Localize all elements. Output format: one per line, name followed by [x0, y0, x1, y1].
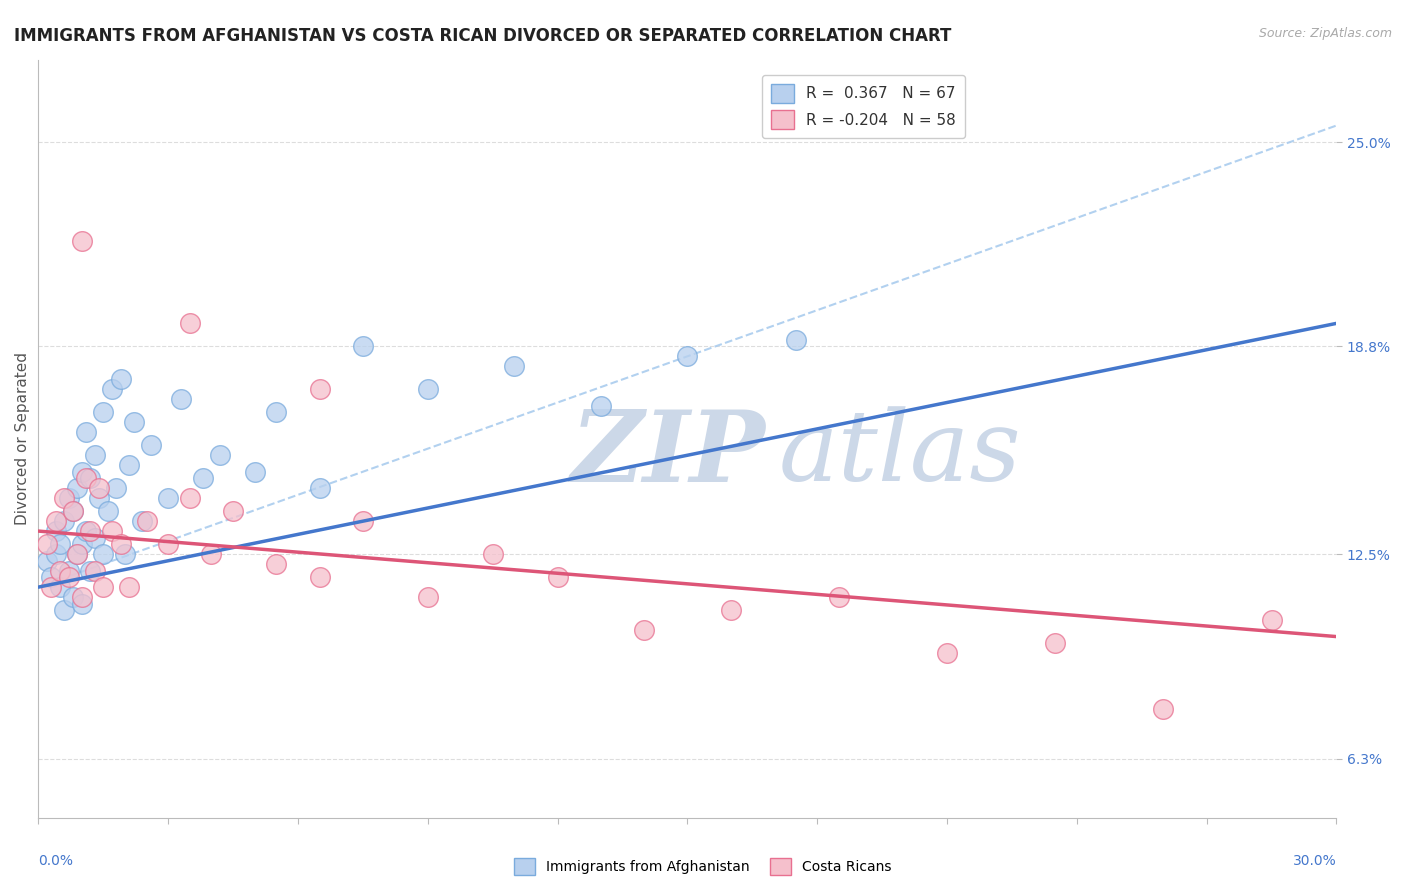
Point — [45, 514, 67, 528]
Point — [1260, 613, 1282, 627]
Point — [170, 392, 193, 407]
Text: Source: ZipAtlas.com: Source: ZipAtlas.com — [1258, 27, 1392, 40]
Point — [200, 547, 222, 561]
Point — [179, 491, 201, 505]
Point — [503, 359, 526, 374]
Point — [39, 570, 62, 584]
Point — [53, 514, 76, 528]
Point — [49, 564, 72, 578]
Point — [157, 491, 180, 505]
Point — [308, 481, 330, 495]
Point — [266, 557, 288, 571]
Point — [828, 590, 851, 604]
Point — [70, 590, 93, 604]
Point — [58, 491, 80, 505]
Point — [58, 564, 80, 578]
Point — [118, 458, 141, 472]
Point — [79, 564, 101, 578]
Point — [110, 372, 132, 386]
Point — [79, 524, 101, 538]
Text: ZIP: ZIP — [571, 406, 765, 502]
Point — [122, 415, 145, 429]
Point — [191, 471, 214, 485]
Point — [936, 646, 959, 660]
Point — [676, 349, 699, 363]
Point — [49, 580, 72, 594]
Point — [75, 471, 97, 485]
Point — [87, 481, 110, 495]
Text: IMMIGRANTS FROM AFGHANISTAN VS COSTA RICAN DIVORCED OR SEPARATED CORRELATION CHA: IMMIGRANTS FROM AFGHANISTAN VS COSTA RIC… — [14, 27, 952, 45]
Point — [70, 234, 93, 248]
Point — [66, 547, 89, 561]
Point — [66, 481, 89, 495]
Point — [481, 547, 503, 561]
Point — [58, 570, 80, 584]
Point — [87, 491, 110, 505]
Point — [114, 547, 136, 561]
Point — [35, 554, 58, 568]
Point — [308, 570, 330, 584]
Y-axis label: Divorced or Separated: Divorced or Separated — [15, 352, 30, 525]
Point — [416, 590, 439, 604]
Point — [589, 399, 612, 413]
Point — [66, 547, 89, 561]
Point — [75, 425, 97, 439]
Point — [131, 514, 153, 528]
Point — [243, 465, 266, 479]
Point — [79, 471, 101, 485]
Point — [83, 564, 105, 578]
Legend: R =  0.367   N = 67, R = -0.204   N = 58: R = 0.367 N = 67, R = -0.204 N = 58 — [762, 75, 966, 138]
Point — [1152, 702, 1174, 716]
Point — [135, 514, 157, 528]
Point — [547, 570, 569, 584]
Point — [62, 504, 84, 518]
Point — [416, 382, 439, 396]
Point — [75, 524, 97, 538]
Point — [568, 844, 591, 858]
Point — [62, 504, 84, 518]
Text: 0.0%: 0.0% — [38, 854, 73, 868]
Point — [97, 504, 120, 518]
Point — [91, 547, 114, 561]
Point — [157, 537, 180, 551]
Point — [110, 537, 132, 551]
Point — [70, 537, 93, 551]
Point — [633, 623, 655, 637]
Point — [139, 438, 162, 452]
Point — [179, 317, 201, 331]
Point — [209, 448, 232, 462]
Point — [101, 382, 124, 396]
Point — [83, 448, 105, 462]
Point — [266, 405, 288, 419]
Point — [53, 603, 76, 617]
Point — [70, 465, 93, 479]
Point — [352, 339, 374, 353]
Point — [118, 580, 141, 594]
Text: 30.0%: 30.0% — [1292, 854, 1337, 868]
Point — [1043, 636, 1066, 650]
Point — [720, 603, 742, 617]
Point — [62, 590, 84, 604]
Point — [53, 491, 76, 505]
Point — [222, 504, 245, 518]
Text: atlas: atlas — [779, 406, 1021, 501]
Point — [49, 537, 72, 551]
Point — [352, 514, 374, 528]
Point — [91, 405, 114, 419]
Point — [83, 531, 105, 545]
Point — [45, 524, 67, 538]
Point — [91, 580, 114, 594]
Point — [70, 597, 93, 611]
Point — [105, 481, 128, 495]
Point — [308, 382, 330, 396]
Legend: Immigrants from Afghanistan, Costa Ricans: Immigrants from Afghanistan, Costa Rican… — [509, 853, 897, 880]
Point — [39, 580, 62, 594]
Point — [45, 547, 67, 561]
Point — [101, 524, 124, 538]
Point — [785, 333, 807, 347]
Point — [35, 537, 58, 551]
